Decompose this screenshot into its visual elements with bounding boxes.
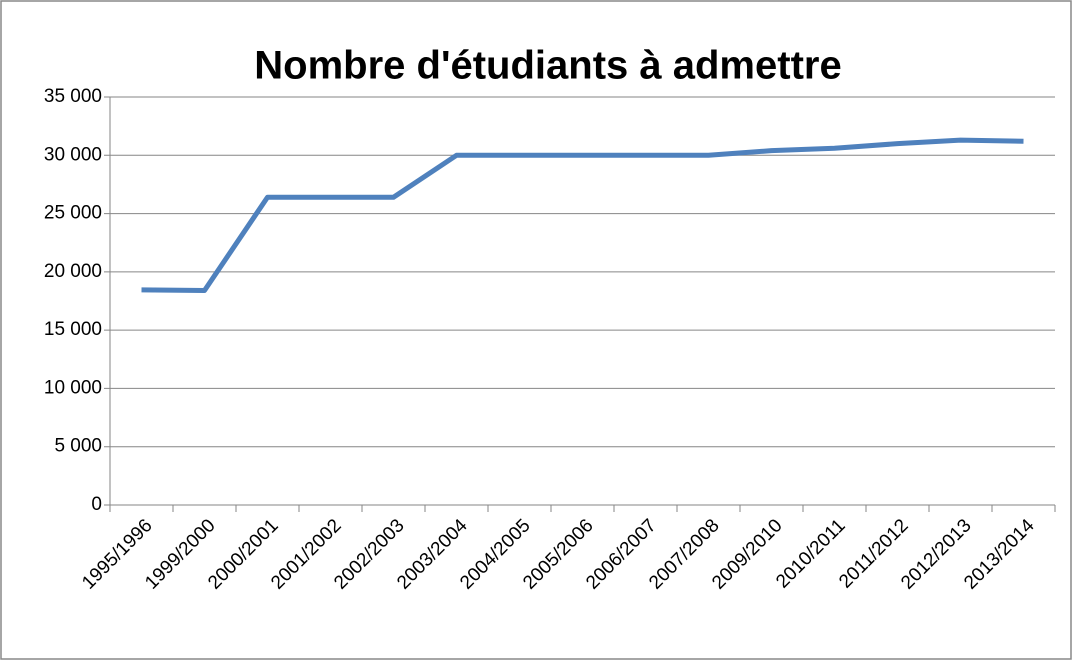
y-tick-label: 5 000 (54, 436, 102, 457)
chart-title: Nombre d'étudiants à admettre (254, 44, 841, 88)
line (141, 137, 1024, 294)
y-tick-label: 25 000 (44, 203, 102, 224)
y-tick-label: 15 000 (44, 319, 102, 340)
y-tick-label: 30 000 (44, 144, 102, 165)
y-tick-label: 20 000 (44, 261, 102, 282)
y-tick-label: 0 (91, 494, 102, 515)
y-tick-label: 35 000 (44, 86, 102, 107)
y-tick-label: 10 000 (44, 377, 102, 398)
